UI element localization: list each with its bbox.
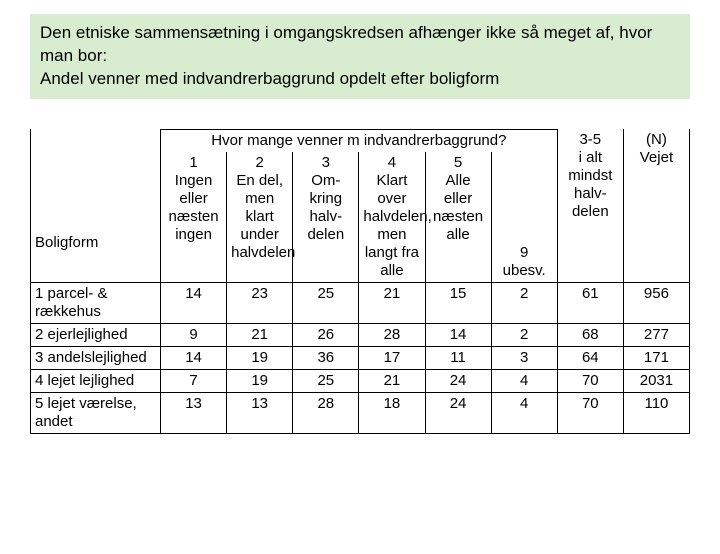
cell: 17 — [359, 346, 425, 369]
cell: 21 — [227, 323, 293, 346]
row-label: 3 andelslejlighed — [31, 346, 161, 369]
cell: 7 — [161, 369, 227, 392]
row-label: 2 ejerlejlighed — [31, 323, 161, 346]
data-table: Boligform Hvor mange venner m indvandrer… — [30, 129, 690, 434]
title-line2: Andel venner med indvandrerbaggrund opde… — [40, 69, 499, 88]
table-row: 4 lejet lejlighed 7 19 25 21 24 4 70 203… — [31, 369, 690, 392]
header-super-row: Boligform Hvor mange venner m indvandrer… — [31, 129, 690, 152]
cell: 68 — [557, 323, 623, 346]
cell: 14 — [161, 282, 227, 323]
title-line1: Den etniske sammensætning i omgangskreds… — [40, 23, 652, 65]
cell: 70 — [557, 369, 623, 392]
row-header-label: Boligform — [35, 234, 98, 251]
col-header-7: 3-5i alt mindst halv-delen — [557, 129, 623, 282]
cell: 13 — [227, 392, 293, 433]
cell: 70 — [557, 392, 623, 433]
cell: 36 — [293, 346, 359, 369]
cell: 2 — [491, 323, 557, 346]
table-row: 5 lejet værelse, andet 13 13 28 18 24 4 … — [31, 392, 690, 433]
super-header: Hvor mange venner m indvandrerbaggrund? — [161, 129, 558, 152]
cell: 21 — [359, 369, 425, 392]
cell: 18 — [359, 392, 425, 433]
cell: 2031 — [623, 369, 689, 392]
cell: 171 — [623, 346, 689, 369]
cell: 277 — [623, 323, 689, 346]
cell: 25 — [293, 282, 359, 323]
cell: 19 — [227, 346, 293, 369]
cell: 24 — [425, 369, 491, 392]
cell: 15 — [425, 282, 491, 323]
cell: 956 — [623, 282, 689, 323]
row-label: 4 lejet lejlighed — [31, 369, 161, 392]
table-row: 2 ejerlejlighed 9 21 26 28 14 2 68 277 — [31, 323, 690, 346]
col-header-2: 2En del, men klart under halvdelen — [227, 152, 293, 283]
col-header-6: 9ubesv. — [491, 152, 557, 283]
cell: 3 — [491, 346, 557, 369]
cell: 110 — [623, 392, 689, 433]
cell: 4 — [491, 392, 557, 433]
cell: 14 — [425, 323, 491, 346]
cell: 4 — [491, 369, 557, 392]
cell: 9 — [161, 323, 227, 346]
row-label: 5 lejet værelse, andet — [31, 392, 161, 433]
cell: 28 — [293, 392, 359, 433]
col-header-1: 1Ingen eller næsten ingen — [161, 152, 227, 283]
cell: 11 — [425, 346, 491, 369]
col-header-5: 5Alle eller næsten alle — [425, 152, 491, 283]
cell: 25 — [293, 369, 359, 392]
row-label: 1 parcel- & rækkehus — [31, 282, 161, 323]
cell: 28 — [359, 323, 425, 346]
table-row: 3 andelslejlighed 14 19 36 17 11 3 64 17… — [31, 346, 690, 369]
col-header-3: 3Om-kring halv-delen — [293, 152, 359, 283]
cell: 13 — [161, 392, 227, 433]
super-header-text: Hvor mange venner m indvandrerbaggrund? — [211, 132, 506, 149]
cell: 23 — [227, 282, 293, 323]
cell: 14 — [161, 346, 227, 369]
table-row: 1 parcel- & rækkehus 14 23 25 21 15 2 61… — [31, 282, 690, 323]
cell: 26 — [293, 323, 359, 346]
cell: 61 — [557, 282, 623, 323]
cell: 24 — [425, 392, 491, 433]
cell: 64 — [557, 346, 623, 369]
col-header-4: 4Klart over halvdelen, men langt fra all… — [359, 152, 425, 283]
cell: 19 — [227, 369, 293, 392]
cell: 21 — [359, 282, 425, 323]
title-box: Den etniske sammensætning i omgangskreds… — [30, 14, 690, 99]
col-header-8: (N)Vejet — [623, 129, 689, 282]
table-wrap: Boligform Hvor mange venner m indvandrer… — [30, 129, 690, 434]
cell: 2 — [491, 282, 557, 323]
